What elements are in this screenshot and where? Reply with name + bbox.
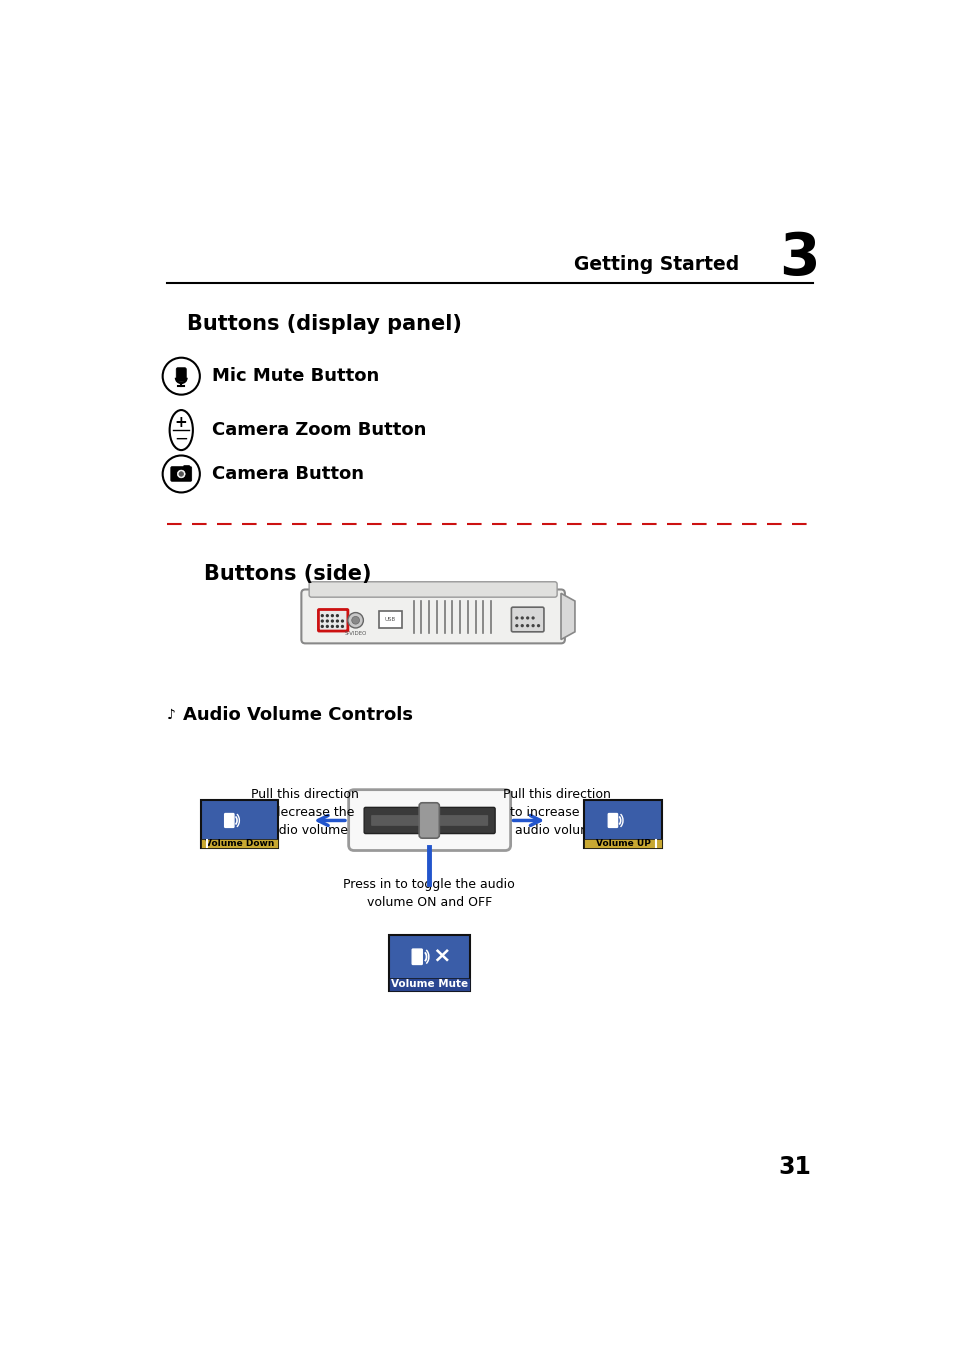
Text: Camera Button: Camera Button <box>212 465 364 482</box>
FancyBboxPatch shape <box>511 607 543 632</box>
Circle shape <box>321 615 323 616</box>
FancyBboxPatch shape <box>301 589 564 643</box>
FancyBboxPatch shape <box>378 611 402 628</box>
FancyBboxPatch shape <box>309 582 557 597</box>
FancyBboxPatch shape <box>200 800 278 848</box>
Circle shape <box>516 624 517 627</box>
Circle shape <box>520 617 522 619</box>
Circle shape <box>336 626 338 627</box>
FancyBboxPatch shape <box>200 839 278 848</box>
Circle shape <box>321 620 323 621</box>
FancyBboxPatch shape <box>389 978 470 990</box>
Text: −: − <box>174 430 188 447</box>
FancyBboxPatch shape <box>583 839 661 848</box>
Text: Volume UP: Volume UP <box>595 839 650 848</box>
Circle shape <box>516 617 517 619</box>
Circle shape <box>341 620 343 621</box>
FancyBboxPatch shape <box>608 813 617 827</box>
Circle shape <box>526 617 528 619</box>
Circle shape <box>537 624 538 627</box>
Circle shape <box>331 615 333 616</box>
Text: Pull this direction
to decrease the
audio volume: Pull this direction to decrease the audi… <box>251 788 359 838</box>
Text: +: + <box>174 415 188 430</box>
Circle shape <box>336 620 338 621</box>
Polygon shape <box>560 593 575 639</box>
Text: Press in to toggle the audio
volume ON and OFF: Press in to toggle the audio volume ON a… <box>343 878 515 909</box>
FancyBboxPatch shape <box>371 815 488 825</box>
Circle shape <box>532 617 534 619</box>
FancyBboxPatch shape <box>184 466 190 470</box>
FancyBboxPatch shape <box>364 808 495 834</box>
Circle shape <box>162 455 199 493</box>
Text: ♪: ♪ <box>167 708 176 721</box>
Text: Camera Zoom Button: Camera Zoom Button <box>212 422 426 439</box>
Circle shape <box>326 620 328 621</box>
FancyBboxPatch shape <box>583 800 661 848</box>
FancyBboxPatch shape <box>171 466 192 481</box>
Circle shape <box>532 624 534 627</box>
Text: Volume Down: Volume Down <box>205 839 274 848</box>
Text: Getting Started: Getting Started <box>574 255 739 274</box>
Text: Buttons (side): Buttons (side) <box>204 565 372 584</box>
Circle shape <box>526 624 528 627</box>
Circle shape <box>336 615 338 616</box>
Text: ×: × <box>432 946 451 965</box>
Circle shape <box>331 626 333 627</box>
Circle shape <box>326 615 328 616</box>
Circle shape <box>348 612 363 628</box>
Text: 3: 3 <box>779 230 820 286</box>
Circle shape <box>352 616 359 624</box>
FancyBboxPatch shape <box>318 609 348 631</box>
Text: S-VIDEO: S-VIDEO <box>344 631 366 636</box>
Circle shape <box>331 620 333 621</box>
FancyBboxPatch shape <box>412 948 422 965</box>
Text: USB: USB <box>384 617 395 621</box>
Circle shape <box>326 626 328 627</box>
FancyBboxPatch shape <box>224 813 233 827</box>
Text: Volume Mute: Volume Mute <box>391 979 467 989</box>
Circle shape <box>162 358 199 394</box>
FancyBboxPatch shape <box>176 367 186 381</box>
FancyBboxPatch shape <box>418 802 439 838</box>
Text: Mic Mute Button: Mic Mute Button <box>212 367 379 385</box>
Circle shape <box>341 626 343 627</box>
Circle shape <box>177 470 185 478</box>
Text: Pull this direction
to increase the
audio volume: Pull this direction to increase the audi… <box>502 788 611 838</box>
Circle shape <box>520 624 522 627</box>
Circle shape <box>179 471 183 477</box>
Circle shape <box>321 626 323 627</box>
Text: 31: 31 <box>778 1155 811 1179</box>
Ellipse shape <box>170 411 193 450</box>
Text: Audio Volume Controls: Audio Volume Controls <box>183 707 413 724</box>
Text: Buttons (display panel): Buttons (display panel) <box>187 313 462 334</box>
FancyBboxPatch shape <box>348 790 510 851</box>
FancyBboxPatch shape <box>389 935 470 990</box>
